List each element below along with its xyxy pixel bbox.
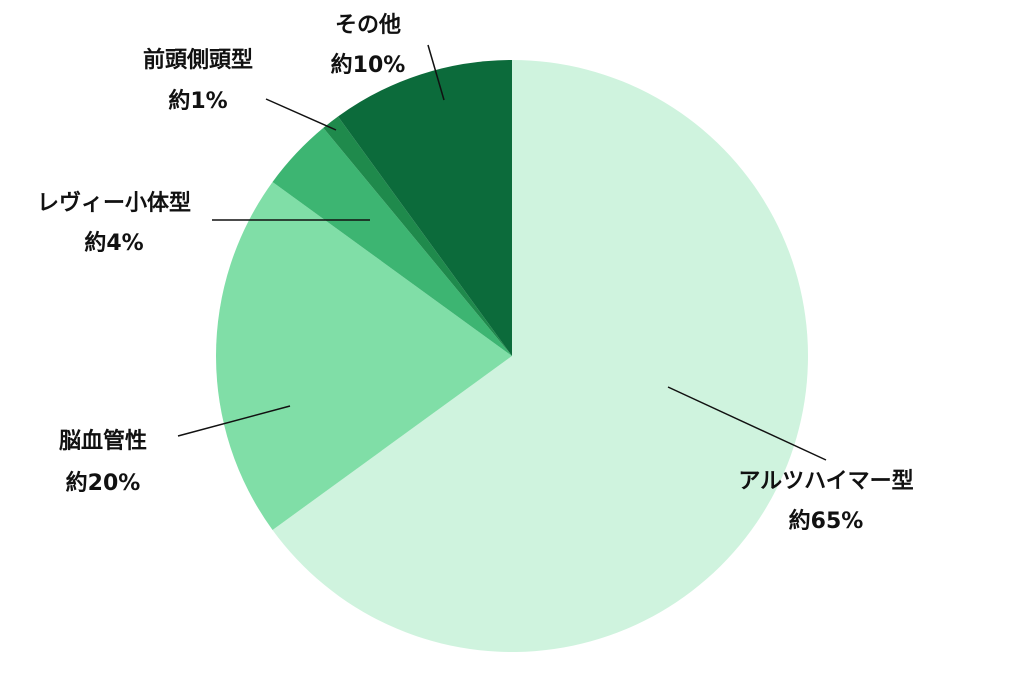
slice-name-alzheimer: アルツハイマー型 [738,469,913,494]
pie-slice-other [338,60,512,356]
pie-slice-lewy [272,127,512,357]
slice-value-vascular: 約20% [66,470,141,496]
leader-lines [177,44,827,461]
leader-line-alzheimer [667,386,827,461]
pie-slice-frontotemporal [323,116,512,356]
leader-line-other [427,44,445,101]
pie-slice-alzheimer [272,60,808,653]
slice-value-alzheimer: 約65% [789,508,864,534]
slice-name-frontotemporal: 前頭側頭型 [143,47,253,73]
slice-labels: アルツハイマー型 約65% 脳血管性 約20% レヴィー小体型 約4% 前頭側頭… [37,13,914,534]
slice-name-vascular: 脳血管性 [59,428,147,454]
slice-value-other: 約10% [331,52,406,78]
pie-slice-vascular [216,182,513,530]
slice-name-other: その他 [335,13,401,38]
slice-name-lewy: レヴィー小体型 [37,190,191,216]
leader-line-vascular [177,405,291,437]
slice-value-frontotemporal: 約1% [168,88,227,114]
slice-value-lewy: 約4% [84,230,143,256]
pie-slices [216,60,808,653]
leader-line-frontotemporal [265,98,337,131]
